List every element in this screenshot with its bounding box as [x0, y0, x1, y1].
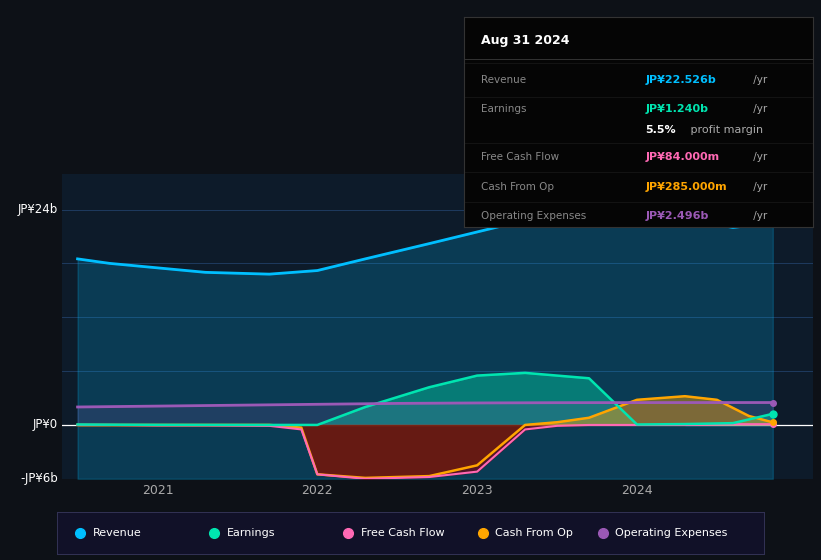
Text: 5.5%: 5.5% — [645, 125, 676, 135]
Text: profit margin: profit margin — [687, 125, 764, 135]
Text: Cash From Op: Cash From Op — [495, 529, 573, 538]
Text: Earnings: Earnings — [481, 104, 527, 114]
Text: Revenue: Revenue — [481, 75, 526, 85]
Text: /yr: /yr — [750, 211, 768, 221]
Text: /yr: /yr — [750, 104, 768, 114]
Text: JP¥84.000m: JP¥84.000m — [645, 152, 719, 162]
Text: JP¥22.526b: JP¥22.526b — [645, 75, 716, 85]
Text: Operating Expenses: Operating Expenses — [481, 211, 586, 221]
Text: Free Cash Flow: Free Cash Flow — [361, 529, 445, 538]
Text: JP¥285.000m: JP¥285.000m — [645, 182, 727, 192]
Text: /yr: /yr — [750, 75, 768, 85]
Text: JP¥24b: JP¥24b — [17, 203, 57, 216]
Text: JP¥2.496b: JP¥2.496b — [645, 211, 709, 221]
Text: /yr: /yr — [750, 182, 768, 192]
Text: Cash From Op: Cash From Op — [481, 182, 554, 192]
Text: Aug 31 2024: Aug 31 2024 — [481, 34, 570, 46]
Text: Free Cash Flow: Free Cash Flow — [481, 152, 559, 162]
Text: Revenue: Revenue — [93, 529, 141, 538]
Text: JP¥1.240b: JP¥1.240b — [645, 104, 709, 114]
Text: -JP¥6b: -JP¥6b — [20, 472, 57, 486]
Text: JP¥0: JP¥0 — [33, 418, 57, 431]
Text: Operating Expenses: Operating Expenses — [615, 529, 727, 538]
Text: /yr: /yr — [750, 152, 768, 162]
Text: Earnings: Earnings — [227, 529, 275, 538]
